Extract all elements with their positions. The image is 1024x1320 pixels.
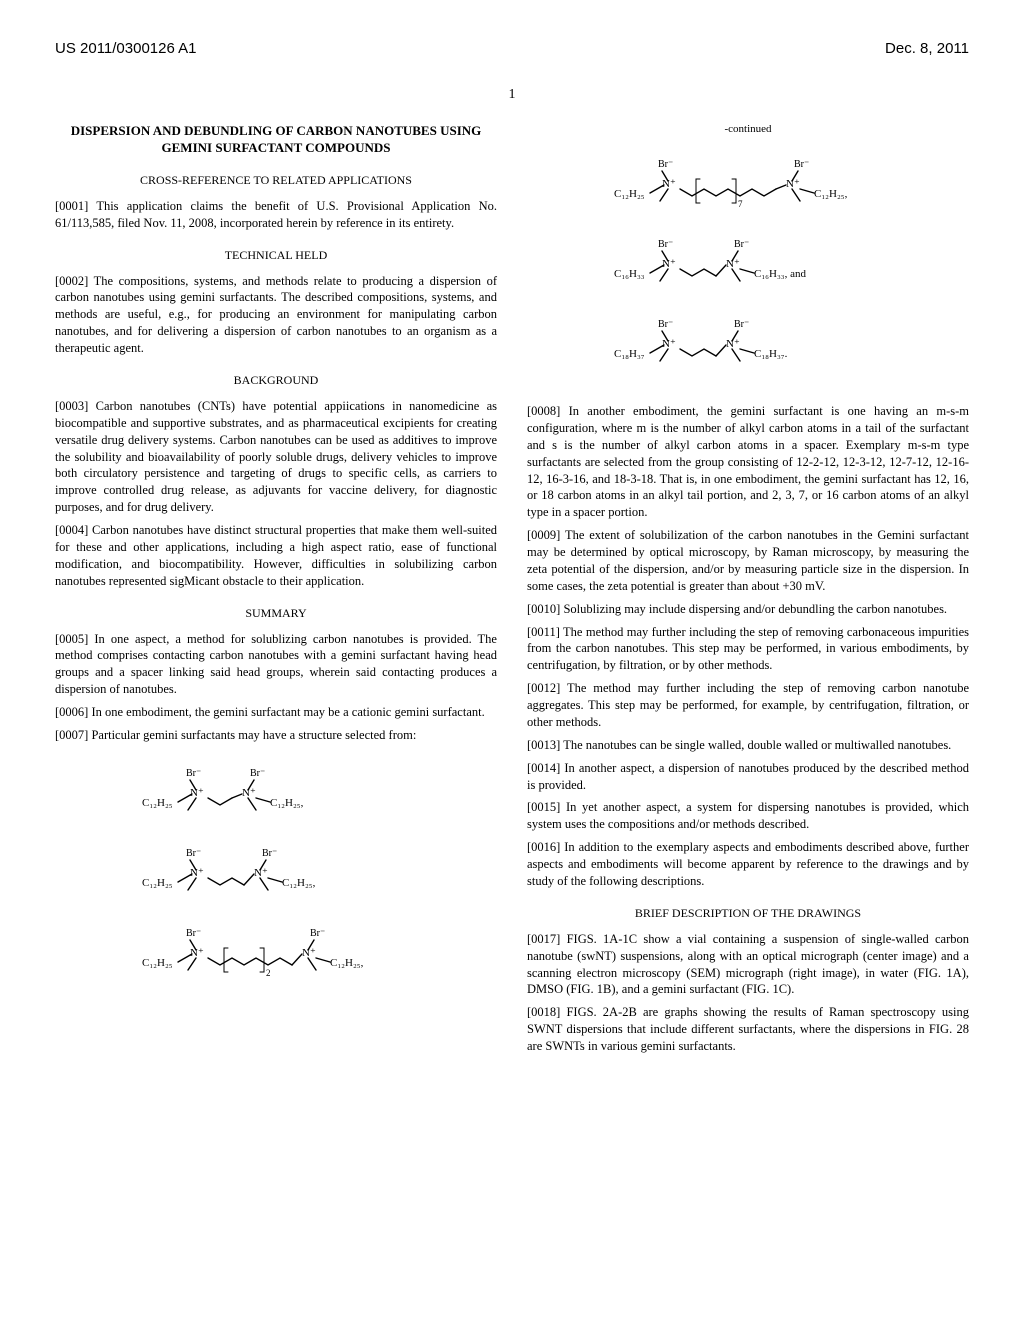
svg-text:N⁺: N⁺	[662, 178, 676, 190]
left-column: DISPERSION AND DEBUNDLING OF CARBON NANO…	[55, 123, 497, 1061]
para-0007: [0007] Particular gemini surfactants may…	[55, 727, 497, 744]
svg-text:2: 2	[266, 968, 271, 978]
svg-text:N⁺: N⁺	[190, 867, 204, 879]
svg-text:7: 7	[738, 199, 743, 209]
svg-text:Br⁻: Br⁻	[794, 159, 809, 170]
summary-heading: SUMMARY	[55, 606, 497, 621]
chem-structures-left: C₁₂H₂₅N⁺Br⁻N⁺Br⁻C₁₂H₂₅,C₁₂H₂₅N⁺Br⁻N⁺Br⁻C…	[55, 758, 497, 998]
chem-structure-right-1: C₁₆H₃₃N⁺Br⁻N⁺Br⁻C₁₆H₃₃, and	[578, 237, 918, 301]
right-column: -continued C₁₂H₂₅ N⁺ Br⁻ 7 N⁺ Br⁻ C₁₂H₂₅, C₁₆H₃…	[527, 123, 969, 1061]
svg-text:N⁺: N⁺	[662, 258, 676, 270]
para-0016: [0016] In addition to the exemplary aspe…	[527, 839, 969, 890]
svg-text:C₁₆H₃₃, and: C₁₆H₃₃, and	[754, 268, 807, 280]
para-0005: [0005] In one aspect, a method for solub…	[55, 631, 497, 699]
svg-text:C₁₂H₂₅,: C₁₂H₂₅,	[330, 957, 364, 969]
chem-structure-left-0: C₁₂H₂₅N⁺Br⁻N⁺Br⁻C₁₂H₂₅,	[106, 766, 446, 830]
document-title: DISPERSION AND DEBUNDLING OF CARBON NANO…	[55, 123, 497, 157]
para-0015: [0015] In yet another aspect, a system f…	[527, 799, 969, 833]
svg-text:Br⁻: Br⁻	[186, 768, 201, 779]
content-columns: DISPERSION AND DEBUNDLING OF CARBON NANO…	[55, 123, 969, 1061]
svg-text:N⁺: N⁺	[190, 947, 204, 959]
page-header: US 2011/0300126 A1 Dec. 8, 2011	[55, 40, 969, 57]
svg-text:C₁₂H₂₅: C₁₂H₂₅	[142, 957, 173, 969]
para-0013: [0013] The nanotubes can be single walle…	[527, 737, 969, 754]
para-0011: [0011] The method may further including …	[527, 624, 969, 675]
chem-structure-left-2: C₁₂H₂₅N⁺Br⁻2N⁺Br⁻C₁₂H₂₅,	[106, 926, 446, 990]
svg-text:Br⁻: Br⁻	[250, 768, 265, 779]
chem-structure-right-0: C₁₂H₂₅N⁺Br⁻7N⁺Br⁻C₁₂H₂₅,	[578, 157, 918, 221]
para-0010: [0010] Solublizing may include dispersin…	[527, 601, 969, 618]
para-0018: [0018] FIGS. 2A-2B are graphs showing th…	[527, 1004, 969, 1055]
svg-text:Br⁻: Br⁻	[658, 239, 673, 250]
para-0009: [0009] The extent of solubilization of t…	[527, 527, 969, 595]
tech-field-heading: TECHNICAL HELD	[55, 248, 497, 263]
publication-date: Dec. 8, 2011	[885, 40, 969, 57]
chem-structure-left-1: C₁₂H₂₅N⁺Br⁻N⁺Br⁻C₁₂H₂₅,	[106, 846, 446, 910]
para-0017: [0017] FIGS. 1A-1C show a vial containin…	[527, 931, 969, 999]
para-0014: [0014] In another aspect, a dispersion o…	[527, 760, 969, 794]
svg-text:C₁₈H₃₇: C₁₈H₃₇	[614, 348, 645, 360]
svg-text:Br⁻: Br⁻	[734, 239, 749, 250]
para-0006: [0006] In one embodiment, the gemini sur…	[55, 704, 497, 721]
continued-label: -continued	[527, 123, 969, 135]
para-0001: [0001] This application claims the benef…	[55, 198, 497, 232]
svg-text:C₁₂H₂₅: C₁₂H₂₅	[142, 797, 173, 809]
svg-text:N⁺: N⁺	[190, 787, 204, 799]
chem-structure-right-2: C₁₈H₃₇N⁺Br⁻N⁺Br⁻C₁₈H₃₇.	[578, 317, 918, 381]
para-0002: [0002] The compositions, systems, and me…	[55, 273, 497, 357]
svg-text:N⁺: N⁺	[662, 338, 676, 350]
drawings-heading: BRIEF DESCRIPTION OF THE DRAWINGS	[527, 906, 969, 921]
chem-structures-right: C₁₂H₂₅N⁺Br⁻7N⁺Br⁻C₁₂H₂₅,C₁₆H₃₃N⁺Br⁻N⁺Br⁻…	[527, 149, 969, 389]
background-heading: BACKGROUND	[55, 373, 497, 388]
para-0008: [0008] In another embodiment, the gemini…	[527, 403, 969, 521]
svg-text:Br⁻: Br⁻	[186, 848, 201, 859]
publication-number: US 2011/0300126 A1	[55, 40, 197, 57]
svg-text:C₁₂H₂₅: C₁₂H₂₅	[614, 188, 645, 200]
svg-text:Br⁻: Br⁻	[186, 928, 201, 939]
svg-text:C₁₂H₂₅,: C₁₂H₂₅,	[270, 797, 304, 809]
svg-text:Br⁻: Br⁻	[262, 848, 277, 859]
svg-text:Br⁻: Br⁻	[658, 319, 673, 330]
svg-text:Br⁻: Br⁻	[734, 319, 749, 330]
svg-text:C₁₈H₃₇.: C₁₈H₃₇.	[754, 348, 788, 360]
para-0003: [0003] Carbon nanotubes (CNTs) have pote…	[55, 398, 497, 516]
cross-ref-heading: CROSS-REFERENCE TO RELATED APPLICATIONS	[55, 173, 497, 188]
para-0012: [0012] The method may further including …	[527, 680, 969, 731]
page-number: 1	[55, 87, 969, 103]
svg-text:C₁₂H₂₅: C₁₂H₂₅	[142, 877, 173, 889]
svg-text:C₁₂H₂₅,: C₁₂H₂₅,	[814, 188, 848, 200]
svg-text:Br⁻: Br⁻	[310, 928, 325, 939]
para-0004: [0004] Carbon nanotubes have distinct st…	[55, 522, 497, 590]
svg-text:C₁₂H₂₅,: C₁₂H₂₅,	[282, 877, 316, 889]
svg-text:C₁₆H₃₃: C₁₆H₃₃	[614, 268, 645, 280]
svg-text:Br⁻: Br⁻	[658, 159, 673, 170]
